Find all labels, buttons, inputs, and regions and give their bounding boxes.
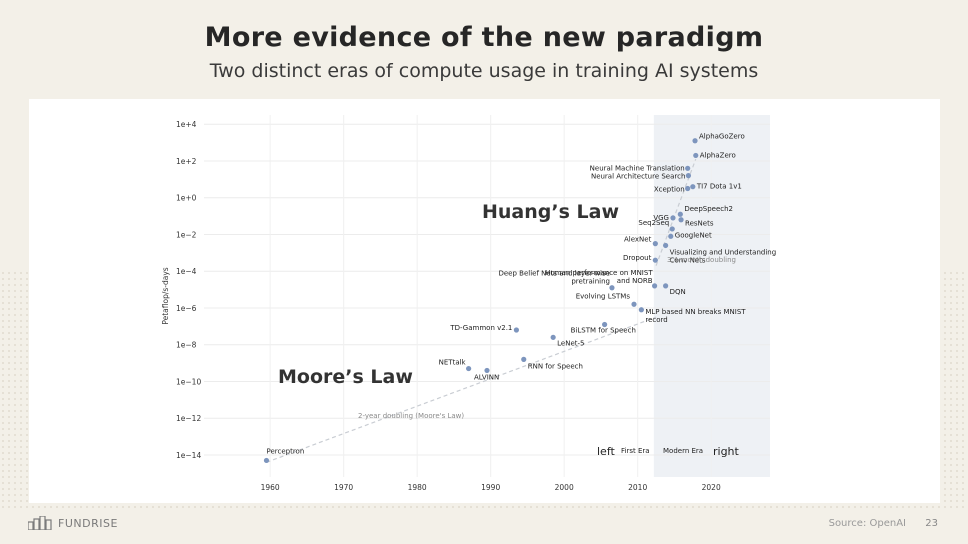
point-label: AlphaGoZero [699, 133, 745, 141]
huang-law-label: Huang’s Law [482, 201, 619, 223]
slide-title: More evidence of the new paradigm [204, 22, 764, 53]
data-point [692, 138, 698, 144]
data-point [685, 185, 691, 192]
source-note: Source: OpenAI [828, 518, 906, 529]
brand-logo: FUNDRISE [28, 516, 118, 530]
y-axis-label: Petaflop/s-days [161, 267, 170, 324]
data-point [669, 226, 675, 232]
moore-law-label: Moore’s Law [278, 366, 413, 388]
data-point [678, 217, 684, 223]
left-label: left [597, 445, 616, 458]
x-tick-label: 2010 [628, 483, 647, 492]
modern-doubling-label: 3.4-month doubling [667, 256, 736, 264]
y-tick-label: 1e−2 [176, 230, 197, 239]
y-tick-label: 1e+4 [176, 120, 197, 129]
point-label: AlphaZero [700, 151, 736, 159]
data-point [638, 307, 644, 313]
y-tick-label: 1e−4 [176, 267, 197, 276]
data-point [263, 457, 270, 464]
building-icon [28, 516, 52, 530]
x-tick-label: 1990 [481, 483, 500, 492]
brand-name: FUNDRISE [58, 516, 118, 530]
compute-chart: 1e+4 1e+2 1e+0 1e−2 1e−4 1e−6 1e−8 1e−10 1e−12 1e… [161, 115, 777, 492]
point-label: Perceptron [266, 447, 304, 455]
y-tick-label: 1e−10 [176, 377, 201, 386]
data-point [651, 283, 658, 289]
point-label: ResNets [685, 220, 714, 228]
point-label: ALVINN [474, 373, 499, 381]
data-point [663, 242, 669, 249]
data-point [609, 285, 615, 291]
data-point [652, 241, 658, 247]
point-label: DQN [670, 288, 686, 296]
data-point [670, 215, 676, 221]
x-tick-label: 2020 [702, 483, 721, 492]
right-label: right [713, 445, 740, 458]
data-point [690, 184, 696, 190]
point-label: Deep Belief Nets and layer-wise pretraini… [498, 270, 609, 286]
point-label: Evolving LSTMs [576, 292, 631, 300]
point-label: RNN for Speech [528, 362, 583, 370]
data-point [652, 257, 658, 263]
data-point [602, 321, 608, 328]
y-tick-label: 1e+0 [176, 194, 197, 203]
data-point [513, 327, 520, 333]
moore-trend-line [266, 316, 657, 463]
data-point [677, 211, 683, 217]
x-tick-label: 1960 [261, 483, 280, 492]
point-label: Dropout [623, 254, 652, 262]
modern-era-label: Modern Era [663, 447, 703, 455]
moore-doubling-label: 2-year doubling (Moore's Law) [358, 412, 464, 420]
data-point [631, 301, 637, 307]
slide-subtitle: Two distinct eras of compute usage in tr… [209, 60, 759, 82]
modern-era-region [653, 115, 770, 477]
point-label: NETtalk [439, 359, 467, 367]
point-label: MLP based NN breaks MNIST record [645, 308, 746, 324]
y-tick-label: 1e−14 [176, 451, 201, 460]
data-point [668, 233, 674, 239]
point-label: Xception [654, 186, 685, 194]
data-point [663, 283, 669, 289]
y-tick-label: 1e−8 [176, 341, 197, 350]
first-era-label: First Era [621, 447, 650, 455]
point-label: LeNet-5 [557, 339, 584, 347]
data-point [693, 152, 699, 159]
point-label: VGG [653, 214, 669, 222]
point-label: AlexNet [624, 236, 652, 244]
data-point [550, 334, 556, 340]
point-label: Visualizing and Understanding Conv Nets [670, 248, 777, 264]
data-point [521, 356, 527, 362]
point-label: TI7 Dota 1v1 [696, 183, 742, 191]
data-point [484, 367, 490, 374]
point-label: Neural Machine Translation [590, 164, 685, 172]
point-label: BiLSTM for Speech [571, 326, 636, 334]
point-label: Neural Architecture Search [591, 173, 685, 181]
data-point [685, 165, 691, 171]
y-tick-label: 1e−12 [176, 414, 201, 423]
point-label: TD-Gammon v2.1 [449, 324, 512, 332]
point-label: Human performance on MNIST and NORB [545, 269, 653, 285]
page-number: 23 [925, 518, 938, 529]
point-label: Seq2Seq [638, 219, 669, 227]
point-label: DeepSpeech2 [684, 205, 733, 213]
data-point [466, 365, 472, 372]
data-point [685, 173, 692, 179]
chart-card: 1e+4 1e+2 1e+0 1e−2 1e−4 1e−6 1e−8 1e−10 1e−12 1e… [29, 99, 940, 503]
y-tick-label: 1e−6 [176, 304, 197, 313]
x-tick-label: 2000 [555, 483, 574, 492]
y-tick-label: 1e+2 [176, 157, 197, 166]
x-tick-label: 1980 [408, 483, 427, 492]
x-tick-label: 1970 [334, 483, 353, 492]
point-label: GoogleNet [675, 231, 712, 239]
